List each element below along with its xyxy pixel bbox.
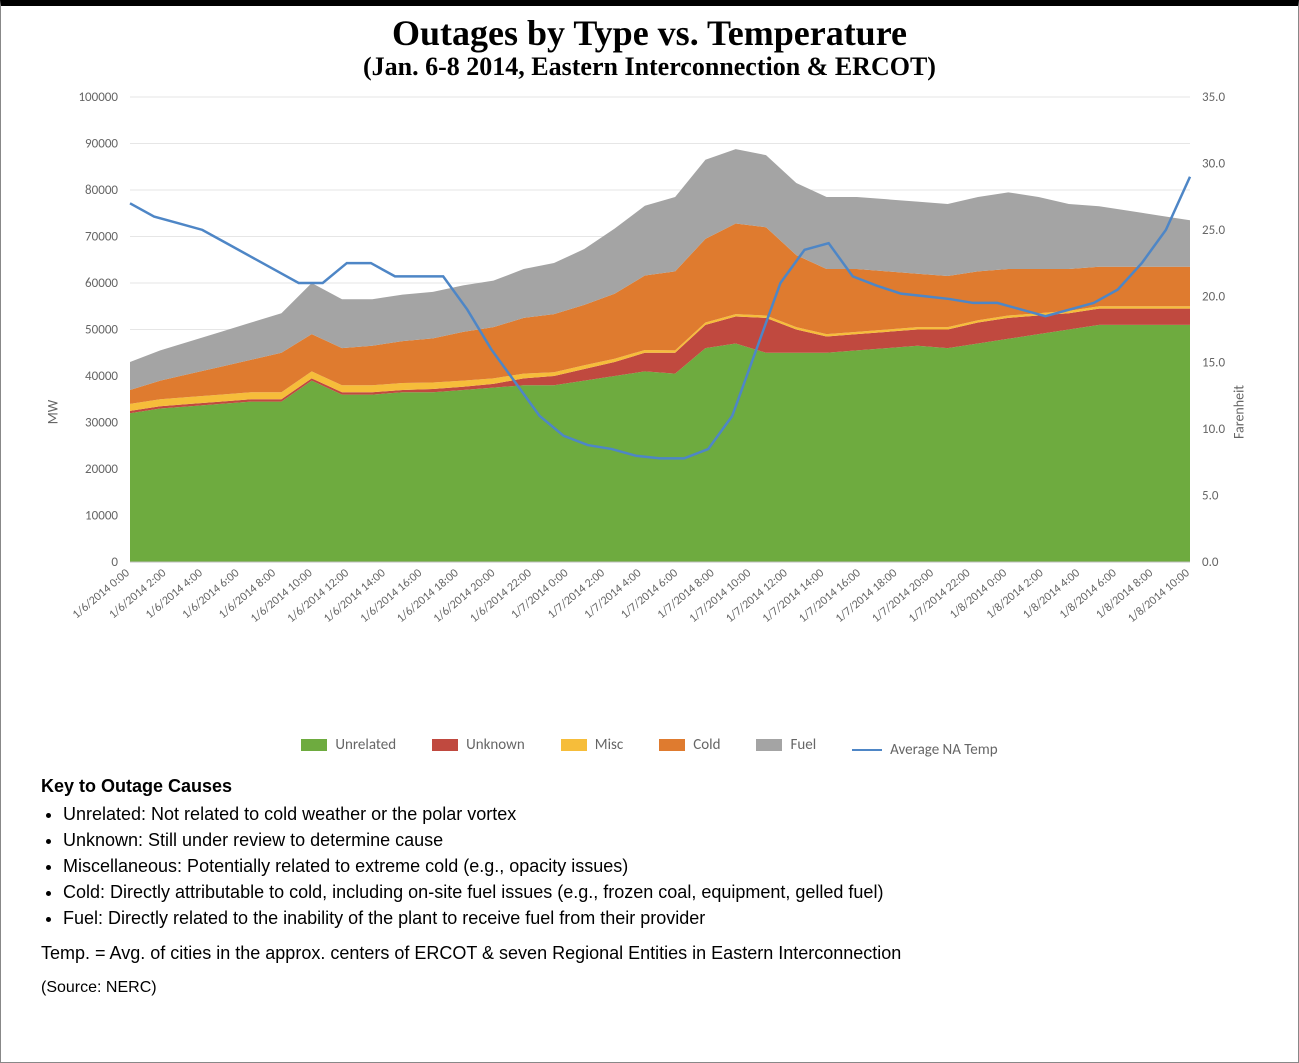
key-item: Fuel: Directly related to the inability … (63, 905, 1258, 931)
y-right-tick: 10.0 (1202, 422, 1225, 437)
key-item: Miscellaneous: Potentially related to ex… (63, 853, 1258, 879)
legend: Unrelated Unknown Misc Cold Fuel Average NA T… (1, 736, 1298, 759)
legend-item: Misc (561, 736, 623, 754)
y-left-tick: 10000 (85, 509, 118, 524)
legend-item: Fuel (756, 736, 816, 754)
y-left-tick: 70000 (85, 230, 118, 245)
legend-swatch (432, 739, 458, 751)
chart-svg: 0 10000 20000 30000 40000 50000 60000 70000 8000… (35, 92, 1265, 732)
title-block: Outages by Type vs. Temperature (Jan. 6-… (1, 6, 1298, 82)
legend-label: Fuel (790, 736, 816, 754)
legend-swatch (756, 739, 782, 751)
legend-label: Misc (595, 736, 623, 754)
legend-item: Unknown (432, 736, 525, 754)
y-left-tick: 40000 (85, 369, 118, 384)
y-left-tick: 0 (111, 555, 118, 570)
y-right-tick: 35.0 (1202, 92, 1225, 105)
key-title: Key to Outage Causes (41, 773, 1258, 799)
y-right-tick: 30.0 (1202, 156, 1225, 171)
legend-swatch (301, 739, 327, 751)
y-left-tick: 30000 (85, 416, 118, 431)
y-left-tick: 90000 (85, 137, 118, 152)
chart-area: MW 0 10000 20000 30000 40000 50000 60000 70000 8… (35, 92, 1265, 732)
legend-swatch (561, 739, 587, 751)
chart-subtitle: (Jan. 6-8 2014, Eastern Interconnection … (1, 52, 1298, 82)
key-list: Unrelated: Not related to cold weather o… (41, 801, 1258, 931)
legend-label: Unknown (466, 736, 525, 754)
y-right-tick: 15.0 (1202, 356, 1225, 371)
source-note: (Source: NERC) (41, 976, 1258, 999)
y-left-tick: 60000 (85, 276, 118, 291)
key-item: Cold: Directly attributable to cold, inc… (63, 879, 1258, 905)
y-right-tick: 20.0 (1202, 289, 1225, 304)
legend-item: Cold (659, 736, 720, 754)
key-item: Unrelated: Not related to cold weather o… (63, 801, 1258, 827)
chart-title: Outages by Type vs. Temperature (1, 12, 1298, 54)
y-left-tick: 80000 (85, 183, 118, 198)
temp-note: Temp. = Avg. of cities in the approx. ce… (41, 940, 1258, 966)
y-left-axis-title: MW (44, 400, 61, 424)
y-right-tick: 0.0 (1202, 555, 1219, 570)
legend-swatch (659, 739, 685, 751)
y-left-tick: 50000 (85, 323, 118, 338)
legend-item: Average NA Temp (852, 741, 997, 759)
y-right-tick: 5.0 (1202, 489, 1219, 504)
legend-item: Unrelated (301, 736, 396, 754)
legend-label: Unrelated (335, 736, 396, 754)
legend-label: Cold (693, 736, 720, 754)
y-left-tick: 100000 (78, 92, 118, 105)
key-item: Unknown: Still under review to determine… (63, 827, 1258, 853)
figure-frame: Outages by Type vs. Temperature (Jan. 6-… (0, 0, 1299, 1063)
y-right-tick: 25.0 (1202, 223, 1225, 238)
key-block: Key to Outage Causes Unrelated: Not rela… (41, 773, 1258, 999)
legend-label: Average NA Temp (890, 741, 997, 759)
legend-swatch (852, 749, 882, 751)
y-right-axis-title: Farenheit (1231, 385, 1248, 439)
y-left-tick: 20000 (85, 462, 118, 477)
